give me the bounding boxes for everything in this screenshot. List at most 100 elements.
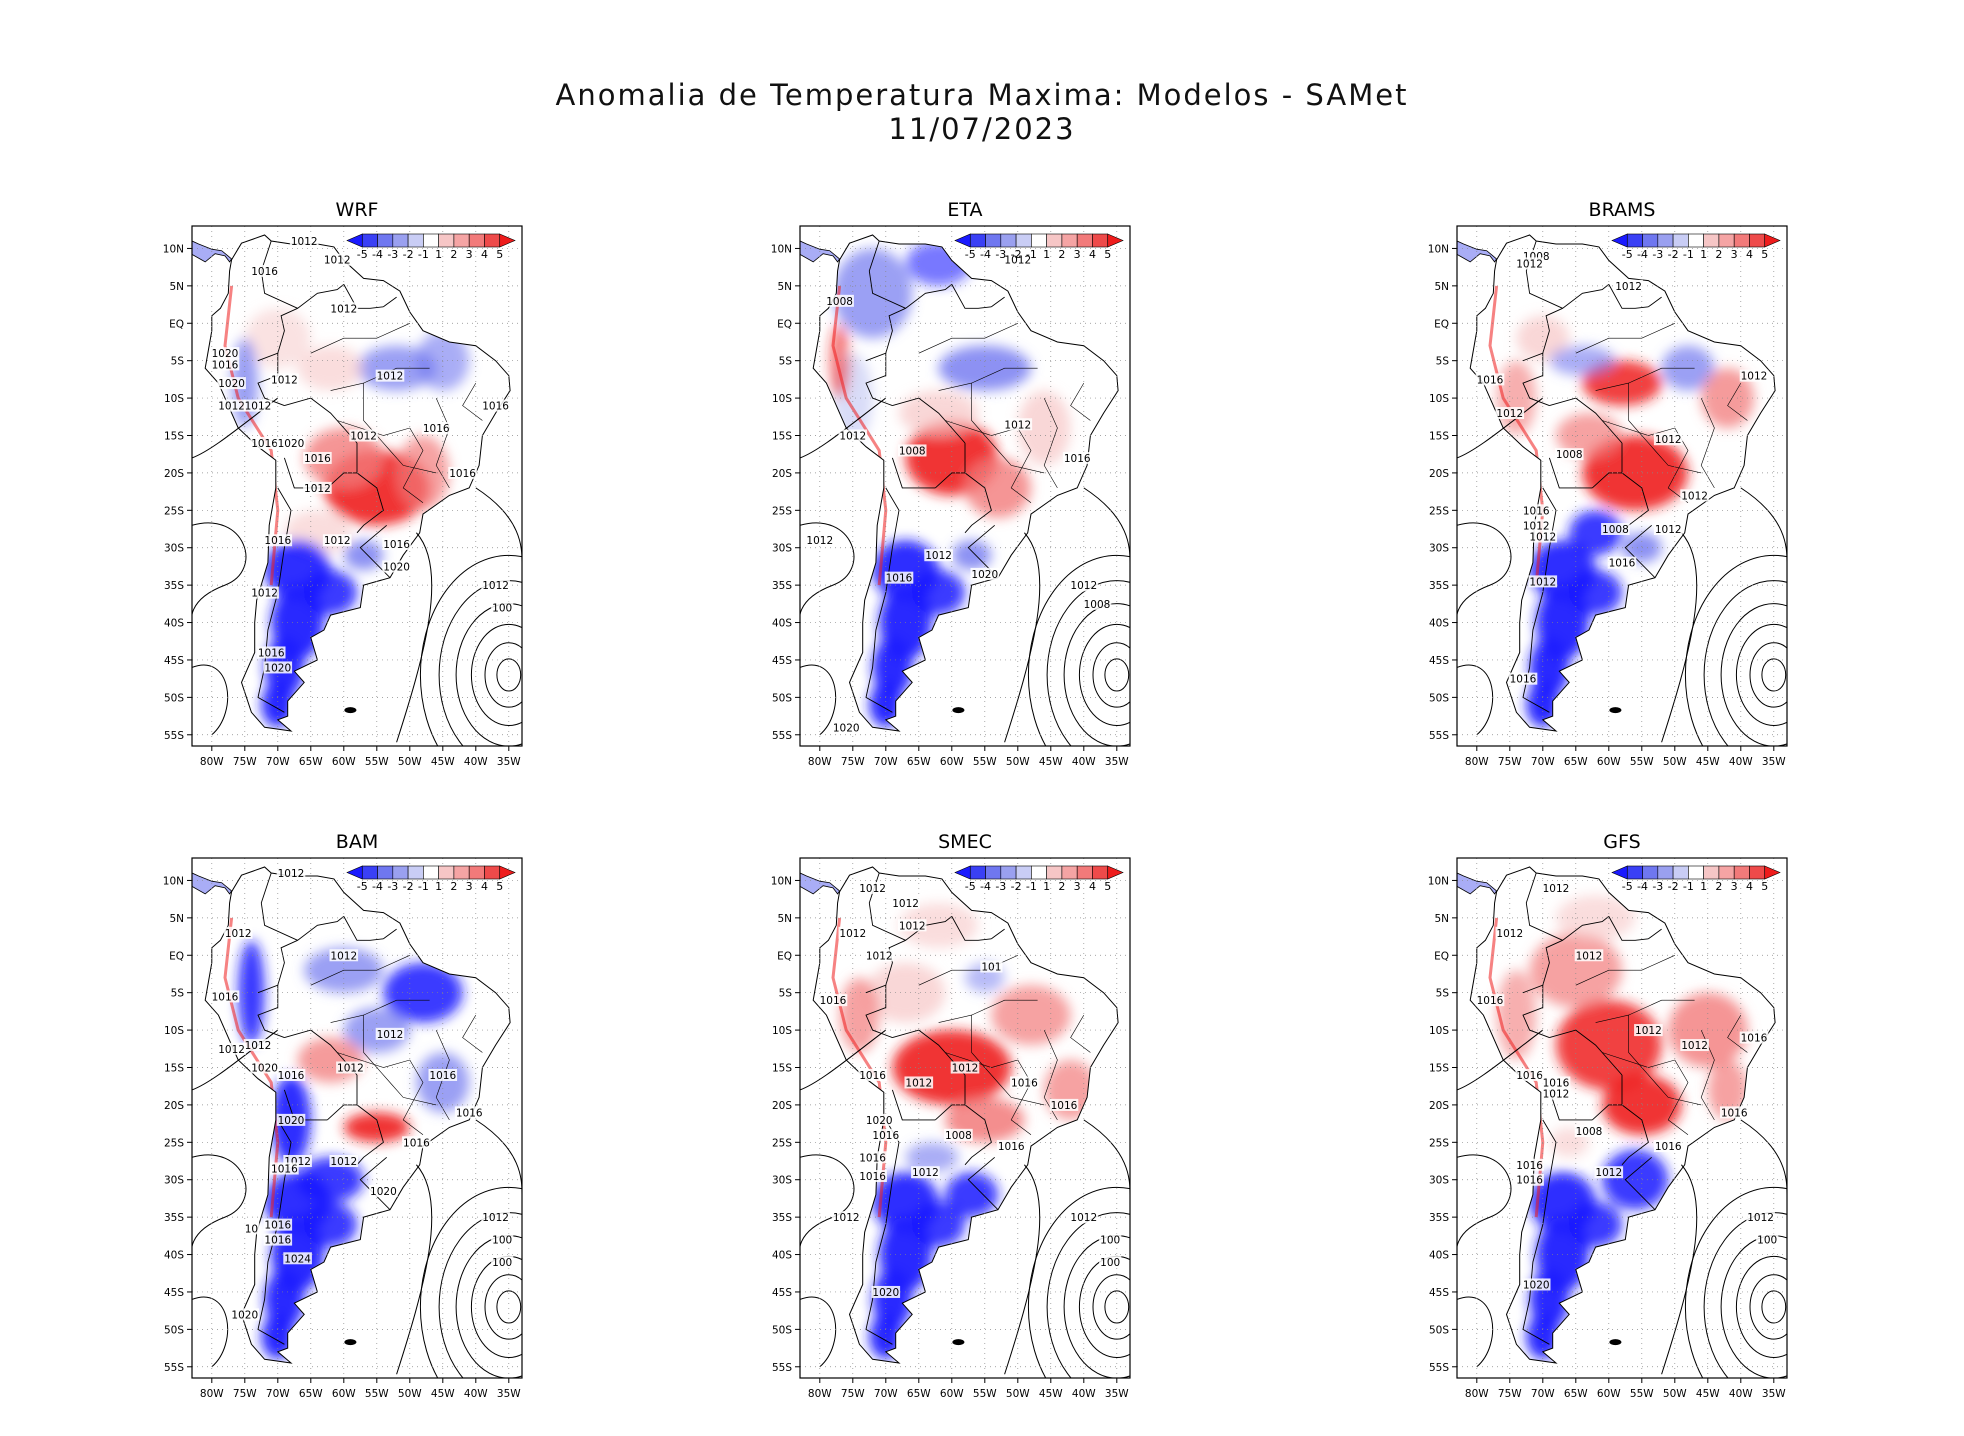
isobar-label-bg (454, 1106, 484, 1119)
isobar-label-bg (1594, 1166, 1624, 1179)
lon-tick-label: 45W (1696, 756, 1720, 768)
lon-tick-label: 70W (266, 756, 290, 768)
country-border (967, 1156, 999, 1211)
isobar-label-bg (270, 373, 299, 386)
colorbar-label: 1 (435, 248, 442, 261)
anomaly-patch (829, 323, 850, 399)
isobar-label: 100 (1100, 1257, 1120, 1269)
lat-tick-label: 10N (163, 243, 184, 255)
isobar-label-bg (1607, 556, 1637, 569)
country-border (1648, 928, 1662, 940)
country-border (1522, 284, 1610, 362)
country-border (383, 296, 397, 308)
lat-tick-label: 10S (1429, 1025, 1449, 1037)
isobar-label: 1008 (1602, 524, 1629, 536)
isobar (192, 1296, 229, 1368)
map-frame (1456, 225, 1788, 747)
colorbar-cell (468, 865, 485, 880)
colorbar-label: 1 (1700, 248, 1707, 261)
isobar-label-bg (1003, 418, 1033, 431)
country-border (1522, 353, 1550, 407)
panel-title: BAM (336, 831, 378, 853)
isobar-label: 1020 (231, 1309, 258, 1321)
isobar-label-bg (289, 234, 319, 247)
map-frame (191, 225, 523, 747)
lon-tick-label: 70W (874, 756, 898, 768)
country-border (383, 928, 397, 940)
isobar-label-bg (263, 534, 293, 547)
isobar-label: 100 (492, 603, 512, 615)
lat-tick-label: 30S (164, 1175, 184, 1187)
isobar-label-bg (1521, 504, 1551, 517)
colorbar-label: -2 (1011, 880, 1022, 893)
lon-tick-label: 35W (1105, 756, 1129, 768)
country-border (865, 353, 893, 407)
lon-tick-label: 80W (200, 756, 224, 768)
lon-tick-label: 55W (365, 756, 389, 768)
lat-tick-label: 5S (1436, 988, 1450, 1000)
isobar-label: 1016 (456, 1107, 483, 1119)
colorbar-cell (499, 233, 516, 248)
isobar-label-bg (276, 866, 306, 879)
colorbar-cell (1626, 865, 1643, 880)
isobar-label-bg (263, 1233, 293, 1246)
lon-tick-label: 60W (1597, 1388, 1621, 1400)
lon-tick-label: 50W (1663, 1388, 1687, 1400)
isobar-label: 1008 (1084, 599, 1111, 611)
lon-tick-label: 40W (1729, 1388, 1753, 1400)
isobar-label: 1012 (1070, 580, 1097, 592)
lat-tick-label: 5N (777, 281, 792, 293)
panel-title: ETA (947, 199, 982, 221)
isobar-label: 1020 (833, 722, 860, 734)
isobar-label-bg (1049, 1098, 1079, 1111)
isobar-label-bg (1634, 1024, 1663, 1037)
isobar-label: 1012 (330, 303, 357, 315)
anomaly-patch (261, 1314, 295, 1360)
isobar-label-bg (1739, 369, 1769, 382)
isobar-label: 1016 (258, 647, 285, 659)
colorbar-cell (1000, 865, 1017, 880)
isobar-label: 1016 (271, 1164, 298, 1176)
country-border (891, 457, 936, 489)
isobar-label-bg (1475, 373, 1505, 386)
isobar-label-bg (1680, 489, 1709, 502)
anomaly-patch (343, 1112, 410, 1143)
state-border (1575, 955, 1675, 986)
falkland-islands (1609, 707, 1622, 714)
lat-tick-label: 25S (1429, 1137, 1449, 1149)
isobar-label-bg (831, 721, 861, 734)
anomaly-patch (244, 308, 311, 369)
state-border (363, 1015, 437, 1106)
colorbar-label: -5 (965, 248, 976, 261)
isobar-label-bg (250, 436, 279, 449)
lat-tick-label: 55S (772, 1362, 792, 1374)
lat-tick-label: 10S (1429, 393, 1449, 405)
colorbar-label: -3 (387, 880, 398, 893)
isobar-label-bg (448, 466, 477, 479)
isobar-label: 1016 (1510, 674, 1537, 686)
isobar-label-bg (382, 537, 411, 550)
isobar-label: 100 (492, 1235, 512, 1247)
isobar (396, 1164, 433, 1375)
isobar-label: 1012 (1543, 883, 1570, 895)
lon-tick-label: 60W (332, 756, 356, 768)
colorbar-cell (1749, 865, 1766, 880)
isobar-label: 1016 (212, 991, 239, 1003)
isobar-label: 1020 (1523, 1279, 1550, 1291)
colorbar-cell (1092, 865, 1109, 880)
colorbar-label: 1 (1043, 880, 1050, 893)
isobar-label-bg (491, 1233, 514, 1246)
colorbar-label: 4 (1746, 880, 1753, 893)
anomaly-patch (938, 345, 1031, 391)
colorbar-cell (361, 233, 378, 248)
isobar-label: 1012 (1681, 490, 1708, 502)
isobar-label: 1012 (218, 401, 245, 413)
isobar-label: 1020 (218, 378, 245, 390)
isobar-label-bg (481, 1211, 510, 1224)
lon-tick-label: 80W (1465, 1388, 1489, 1400)
colorbar-label: 1 (435, 880, 442, 893)
colorbar-cell (1657, 233, 1674, 248)
isobar (1703, 580, 1787, 746)
lat-tick-label: 5N (777, 913, 792, 925)
colorbar-cell (969, 865, 986, 880)
